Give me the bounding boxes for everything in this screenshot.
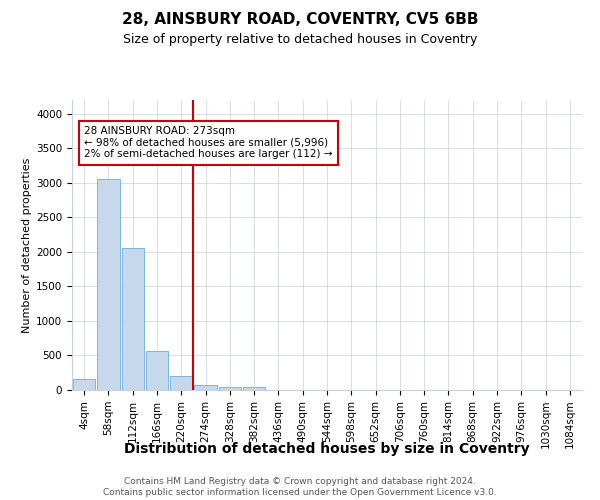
Text: Contains HM Land Registry data © Crown copyright and database right 2024.
Contai: Contains HM Land Registry data © Crown c…: [103, 478, 497, 497]
Text: 28 AINSBURY ROAD: 273sqm
← 98% of detached houses are smaller (5,996)
2% of semi: 28 AINSBURY ROAD: 273sqm ← 98% of detach…: [85, 126, 333, 160]
Bar: [122, 248, 144, 390]
Text: 28, AINSBURY ROAD, COVENTRY, CV5 6BB: 28, AINSBURY ROAD, COVENTRY, CV5 6BB: [122, 12, 478, 28]
Bar: [97, 180, 119, 390]
Y-axis label: Number of detached properties: Number of detached properties: [22, 158, 32, 332]
Text: Distribution of detached houses by size in Coventry: Distribution of detached houses by size …: [124, 442, 530, 456]
Bar: [170, 376, 193, 390]
Bar: [218, 386, 241, 390]
Bar: [243, 387, 265, 390]
Bar: [194, 385, 217, 390]
Bar: [146, 352, 168, 390]
Bar: [73, 380, 95, 390]
Text: Size of property relative to detached houses in Coventry: Size of property relative to detached ho…: [123, 32, 477, 46]
